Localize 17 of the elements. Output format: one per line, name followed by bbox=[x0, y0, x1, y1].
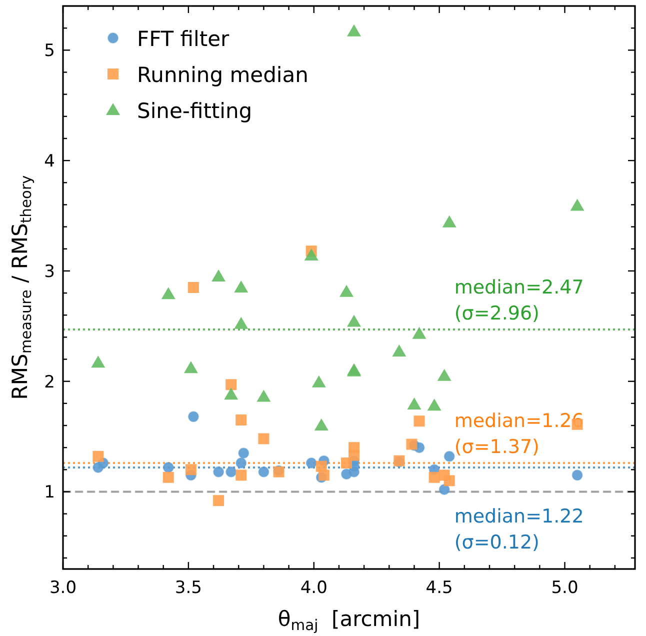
legend-label: Sine-fitting bbox=[137, 99, 252, 123]
y-tick-label: 5 bbox=[44, 41, 55, 62]
y-tick-label: 2 bbox=[44, 372, 55, 392]
y-tick-label: 3 bbox=[44, 262, 55, 282]
y-tick-label: 1 bbox=[44, 482, 55, 503]
x-tick-label: 5.0 bbox=[551, 578, 578, 598]
x-tick-label: 4.5 bbox=[426, 578, 453, 598]
x-tick-label: 3.0 bbox=[49, 578, 77, 598]
legend-label: FFT filter bbox=[137, 27, 230, 51]
ref-line-label: median=2.47 (σ=2.96) bbox=[454, 276, 584, 324]
y-tick-label: 4 bbox=[44, 152, 55, 172]
x-tick-label: 4.0 bbox=[300, 578, 328, 598]
legend-label: Running median bbox=[137, 63, 308, 87]
ref-line-label: median=1.26 (σ=1.37) bbox=[454, 410, 584, 458]
x-tick-label: 3.5 bbox=[174, 578, 202, 598]
x-axis-title: θ$_{maj}$ [arcmin] bbox=[278, 607, 420, 634]
ref-line-label: median=1.22 (σ=0.12) bbox=[454, 505, 584, 554]
